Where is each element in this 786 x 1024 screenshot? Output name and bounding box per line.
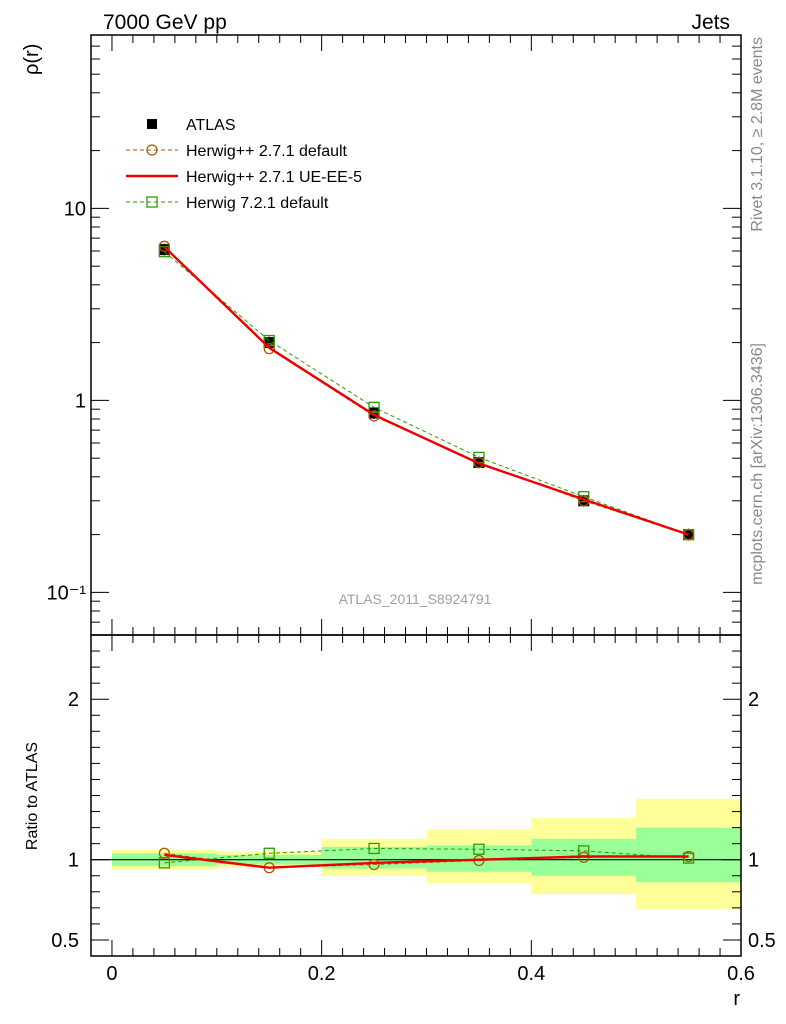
- mcplots-reference-label: mcplots.cern.ch [arXiv:1306.3436]: [749, 343, 766, 585]
- ratio-point: [368, 858, 380, 871]
- x-tick-label: 0.4: [517, 963, 545, 985]
- y-tick-label: 1: [75, 390, 86, 412]
- ratio-point: [263, 847, 275, 859]
- x-tick-label: 0.2: [308, 963, 336, 985]
- series-h271: [158, 240, 695, 541]
- ratio-series-line: [164, 847, 689, 864]
- legend-entry: ATLAS: [147, 117, 236, 134]
- ratio-series-ueee5: [164, 853, 689, 869]
- header-left: 7000 GeV pp: [103, 11, 227, 34]
- series-ueee5: [163, 246, 689, 536]
- ratio-y-tick-label-right: 2: [748, 689, 759, 711]
- legend-label: Herwig++ 2.7.1 default: [186, 143, 348, 160]
- legend: ATLAS Herwig++ 2.7.1 default Herwig++ 2.7.…: [126, 117, 362, 212]
- ratio-y-tick-label: 0.5: [51, 930, 79, 952]
- rivet-version-label: Rivet 3.1.10, ≥ 2.8M events: [749, 37, 766, 232]
- series-line: [164, 245, 689, 536]
- ratio-y-tick-label-right: 1: [748, 850, 759, 872]
- legend-entry: Herwig++ 2.7.1 UE-EE-5: [126, 169, 362, 186]
- main-y-axis-label: ρ(r): [21, 44, 43, 75]
- legend-marker: [146, 196, 158, 208]
- data-point: [368, 401, 380, 414]
- ratio-series-h721: [158, 842, 695, 869]
- uncertainty-band-inner: [636, 827, 741, 883]
- data-point: [158, 240, 171, 252]
- y-tick-label: 10⁻¹: [47, 582, 87, 604]
- legend-entry: Herwig++ 2.7.1 default: [126, 143, 348, 160]
- header-right: Jets: [691, 11, 730, 34]
- series-line: [164, 251, 689, 536]
- ratio-plot: 2 2 1 1 0.5 0.5 0 0.2 0.4 0.6: [51, 634, 776, 985]
- analysis-watermark: ATLAS_2011_S8924791: [339, 591, 492, 607]
- y-tick-label: 10: [64, 198, 86, 220]
- ratio-point: [368, 842, 380, 855]
- ratio-point: [473, 843, 485, 855]
- series-line: [163, 246, 689, 536]
- x-axis-label: r: [733, 988, 740, 1010]
- ratio-y-tick-label: 1: [68, 850, 79, 872]
- legend-marker: [146, 144, 158, 156]
- ratio-plot-frame: [90, 634, 742, 957]
- ratio-y-tick-label-right: 0.5: [748, 930, 776, 952]
- legend-label: Herwig++ 2.7.1 UE-EE-5: [186, 169, 362, 186]
- series-h721: [158, 246, 695, 541]
- legend-label: Herwig 7.2.1 default: [186, 195, 329, 212]
- ratio-y-axis-label: Ratio to ATLAS: [24, 742, 41, 850]
- legend-entry: Herwig 7.2.1 default: [126, 195, 329, 212]
- data-point: [682, 528, 695, 541]
- data-point: [263, 343, 275, 355]
- legend-swatch: [147, 119, 157, 129]
- data-point: [473, 456, 485, 469]
- data-point: [263, 334, 275, 347]
- ratio-point: [158, 847, 171, 859]
- x-tick-label: 0: [106, 963, 117, 985]
- legend-label: ATLAS: [186, 117, 236, 134]
- main-plot: ATLAS Herwig++ 2.7.1 default Herwig++ 2.7.…: [47, 34, 742, 636]
- ratio-series-line: [164, 853, 689, 869]
- ratio-y-tick-label: 2: [68, 689, 79, 711]
- series-data: [158, 243, 695, 541]
- x-tick-label: 0.6: [727, 963, 755, 985]
